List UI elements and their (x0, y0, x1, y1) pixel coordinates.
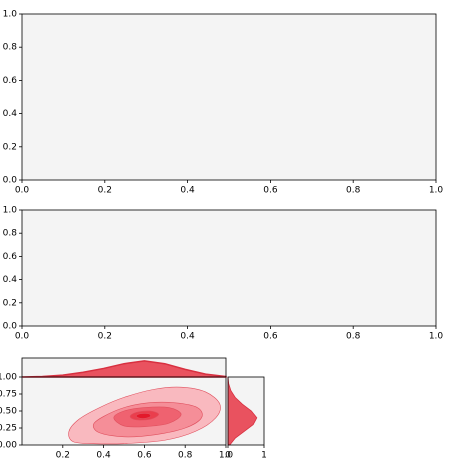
x-tick-label: 1.0 (429, 186, 444, 196)
x-tick-label: 1.0 (219, 451, 234, 461)
x-tick-label: 0.2 (98, 186, 112, 196)
x-tick-label: 0.4 (180, 332, 195, 342)
x-tick-label: 0.6 (263, 186, 278, 196)
x-tick-label: 0.6 (137, 451, 152, 461)
y-tick-label: 0.4 (3, 109, 18, 119)
y-tick-label: 0.0 (3, 322, 18, 332)
axes-frame (227, 376, 265, 446)
x-tick-label: 0.2 (56, 451, 70, 461)
y-tick-label: 0.2 (3, 298, 17, 308)
x-tick-label: 0.8 (346, 186, 361, 196)
y-tick-label: 1.0 (3, 10, 18, 20)
y-tick-label: 0.75 (0, 390, 17, 400)
y-tick-label: 0.50 (0, 407, 17, 417)
y-tick-label: 0.6 (3, 252, 18, 262)
y-tick-label: 0.8 (3, 43, 18, 53)
density-area (227, 376, 258, 446)
axes-frame (21, 13, 437, 181)
x-tick-label: 0.6 (263, 332, 278, 342)
x-tick-label: 0.8 (178, 451, 193, 461)
y-tick-label: 0.4 (3, 275, 18, 285)
x-tick-label: 1.0 (429, 332, 444, 342)
x-tick-label: 0.4 (180, 186, 195, 196)
y-tick-label: 0.8 (3, 229, 18, 239)
x-tick-label: 1 (261, 451, 267, 461)
y-tick-label: 1.0 (3, 206, 18, 216)
x-tick-label: 0.4 (96, 451, 111, 461)
y-tick-label: 0.0 (3, 176, 18, 186)
x-tick-label: 0.0 (15, 332, 30, 342)
y-tick-label: 0.25 (0, 424, 17, 434)
x-tick-label: 0.0 (15, 186, 30, 196)
plot-area (22, 14, 436, 180)
axes-frame (21, 209, 437, 327)
x-tick-label: 0.8 (346, 332, 361, 342)
y-tick-label: 0.6 (3, 76, 18, 86)
y-tick-label: 1.00 (0, 373, 17, 383)
contour-level (135, 413, 152, 419)
plot-area (22, 210, 436, 326)
y-tick-label: 0.00 (0, 441, 17, 451)
axes-frame (21, 357, 227, 378)
x-tick-label: 0.2 (98, 332, 112, 342)
y-tick-label: 0.2 (3, 142, 17, 152)
x-tick-label: 0 (225, 451, 231, 461)
